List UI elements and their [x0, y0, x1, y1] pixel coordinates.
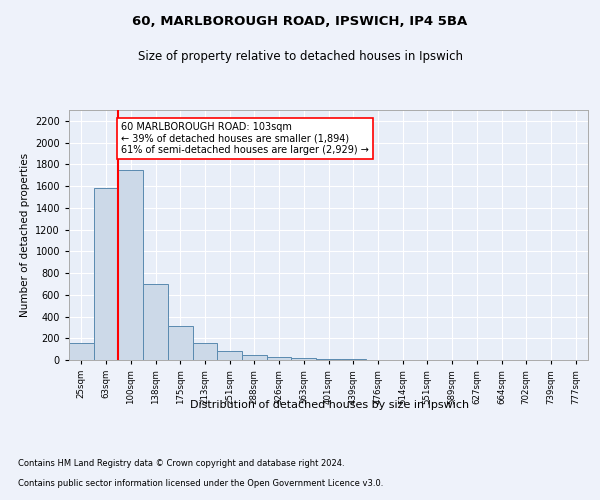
Bar [94, 188, 118, 360]
Text: 60, MARLBOROUGH ROAD, IPSWICH, IP4 5BA: 60, MARLBOROUGH ROAD, IPSWICH, IP4 5BA [133, 15, 467, 28]
Text: 60 MARLBOROUGH ROAD: 103sqm
← 39% of detached houses are smaller (1,894)
61% of : 60 MARLBOROUGH ROAD: 103sqm ← 39% of det… [121, 122, 369, 155]
Bar [193, 342, 217, 360]
Text: Size of property relative to detached houses in Ipswich: Size of property relative to detached ho… [137, 50, 463, 63]
Text: Distribution of detached houses by size in Ipswich: Distribution of detached houses by size … [190, 400, 470, 410]
Bar [292, 358, 316, 360]
Bar [267, 358, 292, 360]
Bar [242, 354, 267, 360]
Bar [316, 359, 341, 360]
Bar [118, 170, 143, 360]
Text: Contains public sector information licensed under the Open Government Licence v3: Contains public sector information licen… [18, 478, 383, 488]
Bar [168, 326, 193, 360]
Bar [69, 342, 94, 360]
Y-axis label: Number of detached properties: Number of detached properties [20, 153, 29, 317]
Text: Contains HM Land Registry data © Crown copyright and database right 2024.: Contains HM Land Registry data © Crown c… [18, 458, 344, 468]
Bar [143, 284, 168, 360]
Bar [217, 351, 242, 360]
